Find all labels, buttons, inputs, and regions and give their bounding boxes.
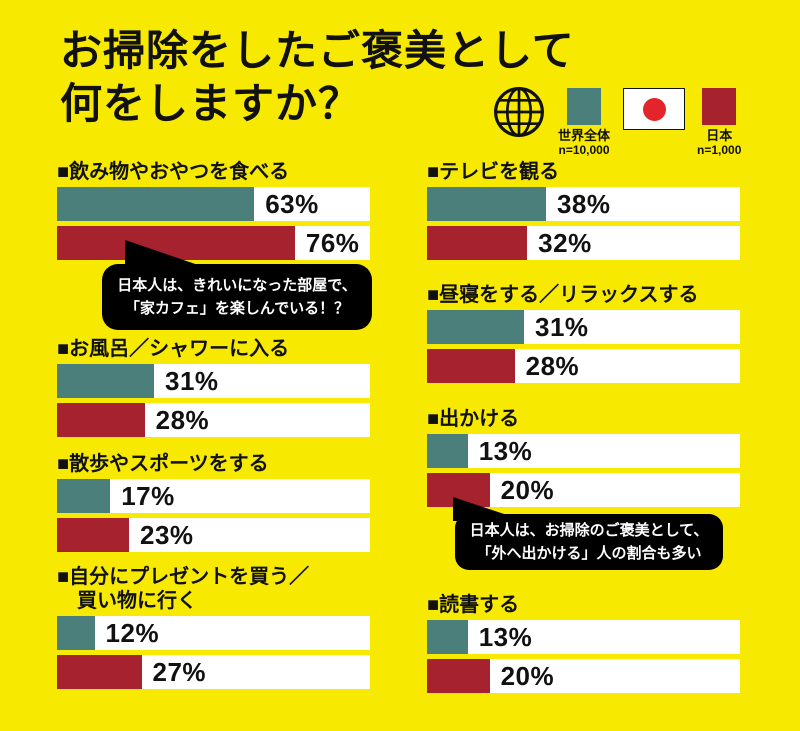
bar-fill-world [427, 310, 525, 344]
category-label: ■出かける [427, 408, 520, 430]
bar-track-world: 13% [427, 620, 740, 654]
legend-world-label: 世界全体 [558, 128, 611, 143]
japan-flag-circle [642, 97, 666, 121]
bar-track-japan: 28% [57, 403, 370, 437]
bar-value-world: 17% [121, 480, 175, 511]
page-title: お掃除をしたご褒美として 何をしますか？ [60, 27, 575, 127]
bar-value-japan: 20% [500, 474, 555, 505]
bar-fill-japan [57, 226, 295, 260]
legend-japan-n: n=1,000 [697, 143, 742, 157]
bar-value-japan: 23% [139, 519, 194, 550]
category-label: ■テレビを観る [427, 161, 560, 183]
bar-fill-world [57, 364, 155, 398]
category-block-tv: ■テレビを観る 38% 32% [427, 160, 740, 265]
bar-value-world: 31% [535, 311, 589, 342]
category-block-nap-relax: ■昼寝をする／リラックスする 31% 28% [427, 283, 740, 388]
bar-fill-world [427, 620, 468, 654]
bar-value-world: 12% [105, 617, 160, 648]
bar-fill-world [427, 434, 468, 468]
legend-japan-entry: 日本 n=1,000 [697, 88, 741, 157]
bar-value-world: 13% [478, 435, 533, 466]
legend-world-entry: 世界全体 n=10,000 [558, 88, 610, 157]
world-color-swatch [567, 88, 601, 125]
bar-fill-world [57, 616, 95, 650]
category-label: ■お風呂／シャワーに入る [57, 338, 290, 360]
legend-world-n: n=10,000 [558, 143, 610, 157]
bar-fill-japan [427, 349, 515, 383]
bar-track-japan: 20% [427, 473, 740, 507]
category-block-present-shopping: ■自分にプレゼントを買う／ 買い物に行く 12% 27% [57, 565, 370, 694]
bar-track-world: 17% [57, 479, 370, 513]
bar-track-japan: 32% [427, 226, 740, 260]
category-label: ■飲み物やおやつを食べる [57, 161, 290, 183]
bar-value-japan: 20% [500, 660, 555, 691]
bar-value-world: 13% [478, 621, 533, 652]
bar-value-japan: 28% [525, 350, 580, 381]
bar-value-world: 31% [165, 365, 219, 396]
japan-flag-icon [623, 88, 686, 130]
legend: 世界全体 n=10,000 日本 n=1,000 [492, 84, 741, 157]
bar-track-world: 63% [57, 187, 370, 221]
bar-fill-japan [57, 655, 142, 689]
bar-track-world: 13% [427, 434, 740, 468]
bar-track-world: 38% [427, 187, 740, 221]
legend-japan-label: 日本 [706, 128, 733, 143]
bar-track-world: 12% [57, 616, 370, 650]
bar-value-japan: 28% [155, 404, 210, 435]
category-block-reading: ■読書する 13% 20% [427, 593, 740, 698]
bar-track-japan: 28% [427, 349, 740, 383]
bar-fill-japan [57, 403, 145, 437]
category-block-snacks: ■飲み物やおやつを食べる 63% 76% [57, 160, 370, 265]
bar-fill-japan [427, 659, 490, 693]
legend-group-world: 世界全体 n=10,000 [492, 84, 610, 157]
category-label: ■昼寝をする／リラックスする [427, 284, 699, 306]
legend-group-japan: 日本 n=1,000 [623, 84, 741, 157]
bar-value-world: 63% [265, 188, 319, 219]
bar-track-world: 31% [427, 310, 740, 344]
category-block-go-out: ■出かける 13% 20% [427, 407, 740, 512]
category-block-walk-sports: ■散歩やスポーツをする 17% 23% [57, 452, 370, 557]
bar-value-japan: 76% [305, 227, 360, 258]
bar-track-japan: 20% [427, 659, 740, 693]
globe-icon [494, 87, 544, 137]
category-label: ■自分にプレゼントを買う／ 買い物に行く [57, 566, 310, 612]
bar-value-japan: 32% [538, 227, 592, 258]
bar-fill-world [57, 187, 255, 221]
bar-fill-japan [57, 518, 129, 552]
category-label: ■散歩やスポーツをする [57, 453, 269, 475]
bar-fill-japan [427, 226, 528, 260]
bar-track-japan: 27% [57, 655, 370, 689]
bar-track-world: 31% [57, 364, 370, 398]
category-block-bath: ■お風呂／シャワーに入る 31% 28% [57, 337, 370, 442]
bar-value-world: 38% [556, 188, 611, 219]
bar-value-japan: 27% [152, 656, 207, 687]
category-label: ■読書する [427, 594, 520, 616]
bar-track-japan: 23% [57, 518, 370, 552]
speech-bubble-go-out: 日本人は、お掃除のご褒美として、 「外へ出かける」人の割合も多い [455, 514, 723, 570]
speech-bubble-home-cafe: 日本人は、きれいになった部屋で、 「家カフェ」を楽しんでいる！？ [102, 264, 372, 330]
bar-fill-world [427, 187, 546, 221]
bar-fill-world [57, 479, 111, 513]
bar-track-japan: 76% [57, 226, 370, 260]
japan-color-swatch [702, 88, 737, 125]
